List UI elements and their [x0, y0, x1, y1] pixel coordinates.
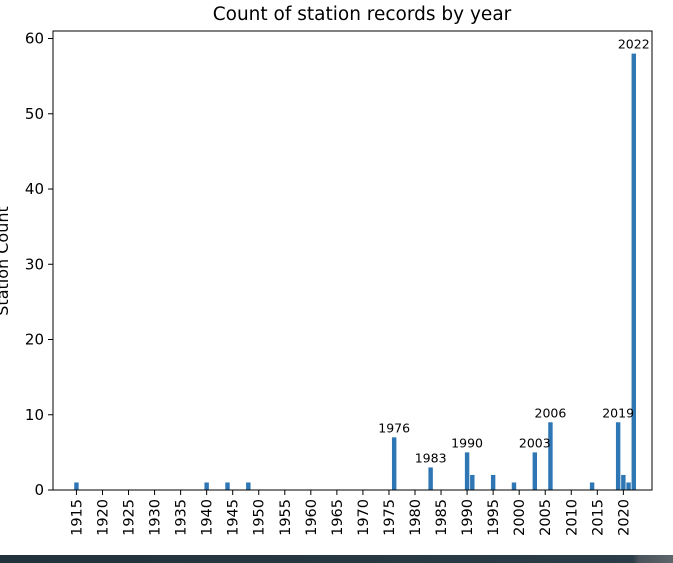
bar-label-2003: 2003 [519, 435, 551, 450]
bar-2006 [548, 422, 553, 490]
bar-labels-group: 1976 1983 1990 2003 2006 2019 2022 [378, 37, 649, 466]
bar-1915 [74, 482, 79, 490]
window-bottom-strip [0, 555, 673, 563]
bar-1990 [464, 452, 470, 490]
bar-1999 [511, 482, 517, 490]
x-axis-ticks: 1915 1920 1925 1930 1935 1940 1945 1950 1955 1960… [69, 490, 632, 536]
bar-1948 [246, 482, 251, 490]
bars-group [74, 53, 636, 490]
y-axis-ticks: 0 10 20 30 40 50 60 [25, 30, 53, 499]
bar-label-2019: 2019 [602, 405, 634, 420]
x-tick-label: 1915 [69, 499, 85, 536]
x-tick-label: 1930 [148, 499, 164, 536]
x-tick-label: 1985 [434, 499, 450, 536]
bar-label-2022: 2022 [618, 37, 650, 52]
y-tick-label: 30 [25, 255, 44, 273]
x-tick-label: 1995 [486, 499, 502, 536]
y-tick-label: 10 [25, 406, 44, 424]
bar-label-1990: 1990 [451, 435, 483, 450]
y-tick-label: 0 [34, 481, 44, 499]
bar-label-1983: 1983 [415, 450, 447, 465]
bar-2021 [626, 482, 631, 490]
x-tick-label: 1935 [174, 499, 190, 536]
bar-1944 [225, 482, 230, 490]
y-axis-label: Station Count [0, 206, 12, 315]
x-tick-label: 2010 [564, 499, 580, 536]
bar-2022 [631, 53, 636, 490]
bar-1940 [204, 482, 209, 490]
chart-title: Count of station records by year [213, 4, 512, 25]
y-tick-label: 50 [25, 105, 44, 123]
x-tick-label: 2015 [590, 499, 606, 536]
x-tick-label: 2020 [616, 499, 632, 536]
x-tick-label: 1940 [200, 499, 216, 536]
bar-label-2006: 2006 [535, 405, 567, 420]
x-tick-label: 1990 [460, 499, 476, 536]
x-tick-label: 1965 [330, 499, 346, 536]
bar-1995 [490, 474, 496, 490]
bar-2014 [589, 482, 595, 490]
x-tick-label: 1950 [252, 499, 268, 536]
y-tick-label: 60 [25, 30, 44, 48]
plot-frame [52, 30, 653, 491]
bar-1983 [428, 467, 433, 490]
bar-1991 [470, 474, 475, 490]
x-tick-label: 1920 [95, 499, 111, 536]
x-tick-label: 2000 [512, 499, 528, 536]
bar-1976 [391, 437, 397, 490]
bar-2019 [615, 422, 621, 490]
x-tick-label: 1970 [356, 499, 372, 536]
x-tick-label: 1975 [382, 499, 398, 536]
bar-label-1976: 1976 [378, 420, 410, 435]
y-tick-label: 40 [25, 180, 44, 198]
x-tick-label: 1980 [408, 499, 424, 536]
x-tick-label: 1925 [122, 499, 138, 536]
x-tick-label: 2005 [538, 499, 554, 536]
x-tick-label: 1960 [304, 499, 320, 536]
y-tick-label: 20 [25, 331, 44, 349]
x-tick-label: 1945 [226, 499, 242, 536]
x-tick-label: 1955 [278, 499, 294, 536]
bar-2020 [621, 474, 626, 490]
bar-2003 [532, 452, 538, 490]
